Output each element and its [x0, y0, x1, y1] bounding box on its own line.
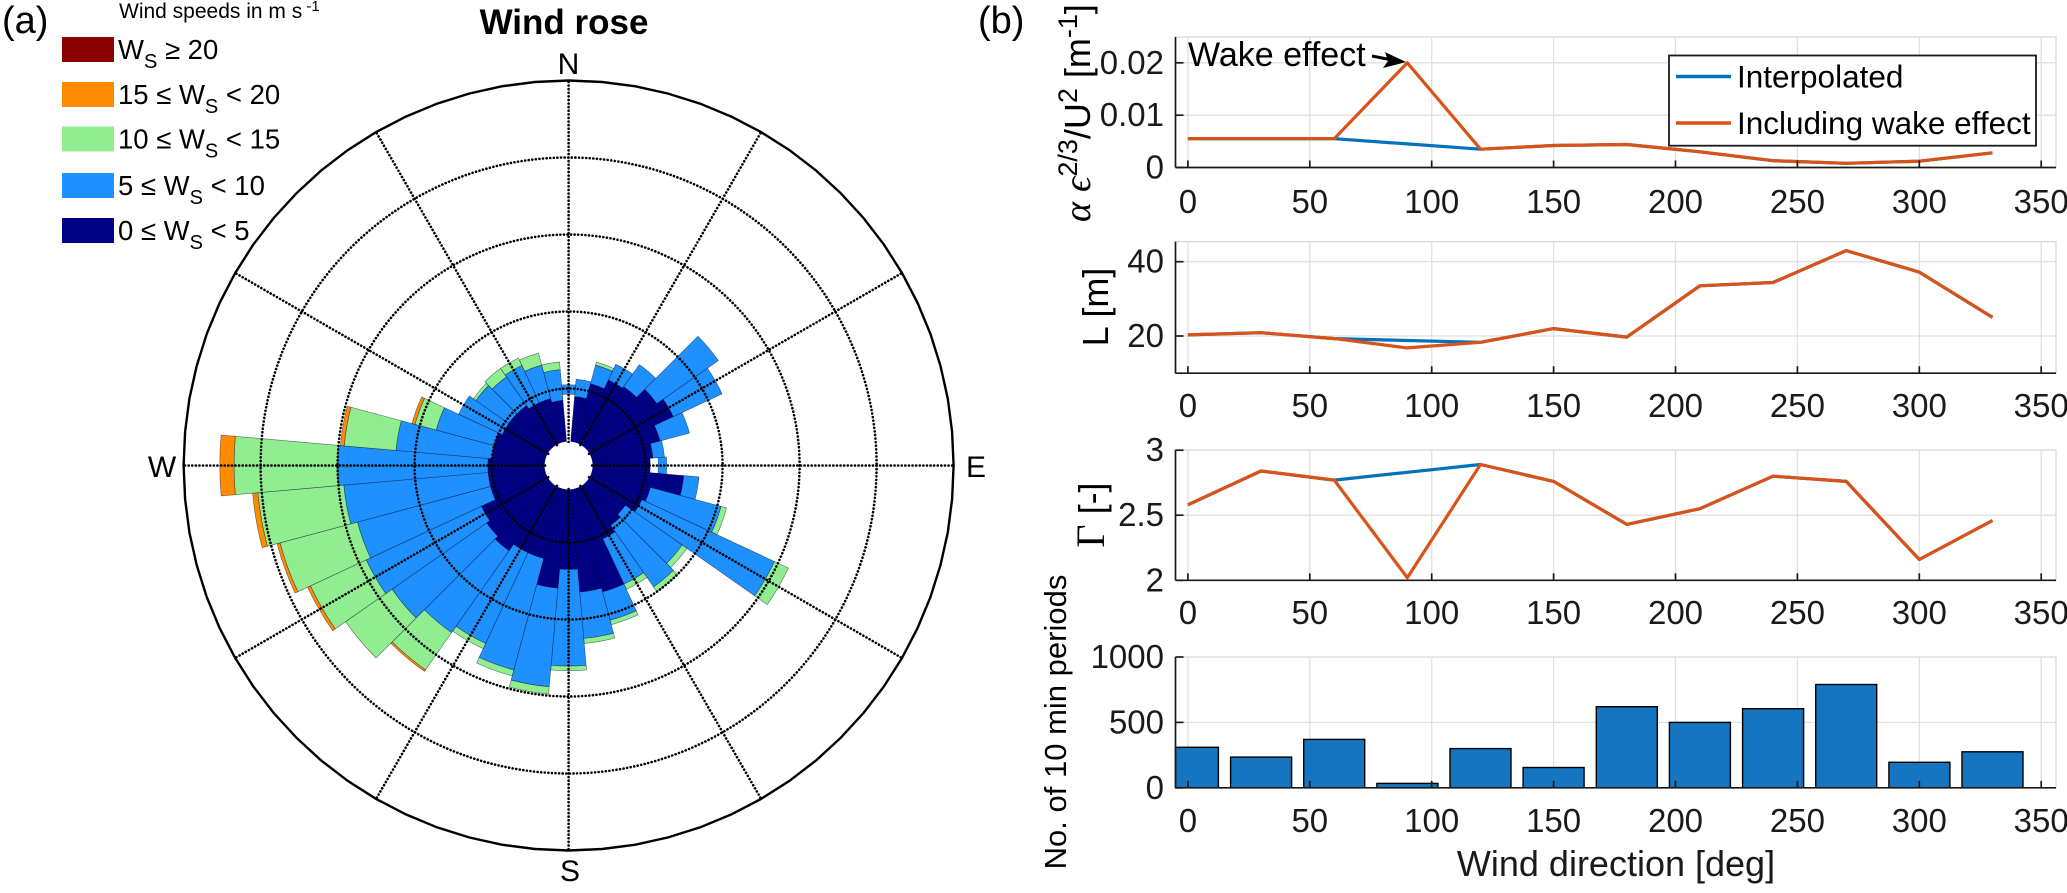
- svg-text:(b): (b): [978, 0, 1024, 42]
- svg-text:S: S: [560, 855, 580, 888]
- svg-text:0: 0: [1179, 183, 1197, 220]
- svg-text:No. of 10 min periods: No. of 10 min periods: [1038, 575, 1073, 870]
- svg-text:300: 300: [1892, 802, 1947, 839]
- svg-text:Interpolated: Interpolated: [1737, 59, 1903, 95]
- svg-text:250: 250: [1770, 802, 1825, 839]
- svg-text:250: 250: [1770, 183, 1825, 220]
- svg-text:Wind speeds in m s -1: Wind speeds in m s -1: [119, 0, 320, 23]
- svg-text:100: 100: [1404, 594, 1459, 631]
- svg-text:0: 0: [1179, 594, 1197, 631]
- svg-text:2: 2: [1146, 561, 1164, 598]
- svg-text:50: 50: [1291, 183, 1328, 220]
- svg-text:200: 200: [1648, 183, 1703, 220]
- svg-text:150: 150: [1526, 802, 1581, 839]
- svg-text:0.01: 0.01: [1100, 96, 1164, 133]
- svg-text:300: 300: [1892, 183, 1947, 220]
- svg-text:40: 40: [1127, 243, 1164, 280]
- svg-text:N: N: [558, 48, 580, 81]
- svg-text:Wind rose: Wind rose: [480, 3, 649, 42]
- svg-text:20: 20: [1127, 317, 1164, 354]
- svg-text:350: 350: [2014, 594, 2067, 631]
- svg-text:Including wake effect: Including wake effect: [1737, 105, 2031, 141]
- svg-text:300: 300: [1892, 594, 1947, 631]
- svg-text:250: 250: [1770, 387, 1825, 424]
- svg-text:500: 500: [1109, 703, 1164, 740]
- svg-text:350: 350: [2014, 802, 2067, 839]
- svg-text:3: 3: [1146, 431, 1164, 468]
- svg-text:Γ [-]: Γ [-]: [1068, 482, 1113, 547]
- svg-text:L [m]: L [m]: [1075, 268, 1116, 347]
- svg-text:200: 200: [1648, 594, 1703, 631]
- svg-text:100: 100: [1404, 802, 1459, 839]
- svg-text:250: 250: [1770, 594, 1825, 631]
- svg-text:0.02: 0.02: [1100, 44, 1164, 81]
- svg-text:0: 0: [1179, 387, 1197, 424]
- svg-text:(a): (a): [2, 0, 48, 42]
- svg-text:E: E: [966, 451, 986, 484]
- svg-text:150: 150: [1526, 387, 1581, 424]
- svg-text:α ϵ2/3/U2 [m-1]: α ϵ2/3/U2 [m-1]: [1053, 4, 1099, 222]
- svg-text:100: 100: [1404, 387, 1459, 424]
- svg-text:350: 350: [2014, 387, 2067, 424]
- svg-text:50: 50: [1291, 594, 1328, 631]
- svg-text:200: 200: [1648, 802, 1703, 839]
- svg-text:50: 50: [1291, 387, 1328, 424]
- svg-text:150: 150: [1526, 594, 1581, 631]
- svg-text:150: 150: [1526, 183, 1581, 220]
- svg-text:0: 0: [1179, 802, 1197, 839]
- svg-text:200: 200: [1648, 387, 1703, 424]
- svg-text:Wake effect: Wake effect: [1188, 36, 1366, 74]
- svg-text:300: 300: [1892, 387, 1947, 424]
- svg-text:50: 50: [1291, 802, 1328, 839]
- svg-text:W: W: [148, 451, 177, 484]
- svg-text:350: 350: [2014, 183, 2067, 220]
- svg-text:0: 0: [1146, 769, 1164, 806]
- svg-text:1000: 1000: [1091, 638, 1164, 675]
- svg-text:Wind direction [deg]: Wind direction [deg]: [1457, 843, 1775, 884]
- svg-text:0: 0: [1146, 149, 1164, 186]
- svg-text:2.5: 2.5: [1118, 496, 1164, 533]
- svg-text:100: 100: [1404, 183, 1459, 220]
